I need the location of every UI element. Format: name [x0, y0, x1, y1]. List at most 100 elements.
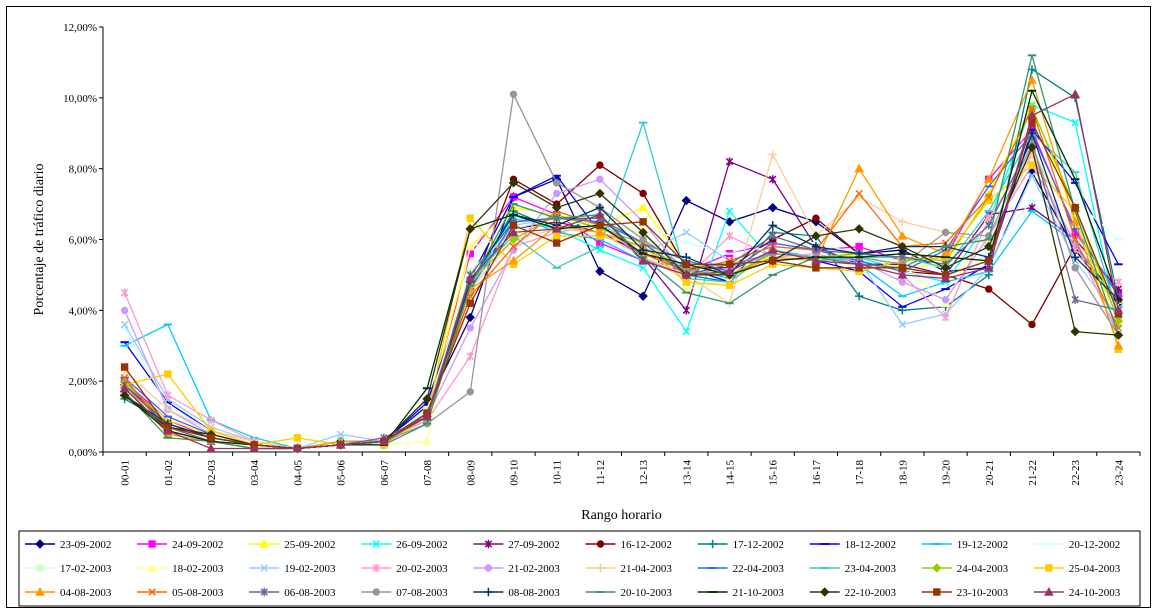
x-tick-label: 19-20 [941, 460, 953, 486]
legend-swatch-marker [259, 538, 270, 548]
data-point [120, 320, 129, 329]
legend-swatch-marker [260, 564, 268, 572]
y-tick-label: 8,00% [69, 164, 97, 176]
legend-label: 21-04-2003 [621, 563, 673, 575]
x-tick-label: 11-12 [595, 460, 607, 485]
data-point [509, 90, 518, 98]
series-line [124, 145, 1119, 450]
legend-swatch-marker [819, 587, 830, 597]
series-line [124, 160, 1119, 450]
data-point [768, 175, 777, 184]
data-point [552, 232, 561, 240]
data-point [984, 241, 994, 252]
legend-label: 08-08-2003 [508, 587, 560, 599]
data-point [379, 436, 389, 446]
series-07-08-2003 [120, 90, 1123, 453]
legend-swatch-marker [596, 540, 605, 548]
legend-label: 19-12-2002 [957, 539, 1008, 551]
series-19-12-2002 [120, 210, 1123, 450]
y-tick-label: 0,00% [69, 447, 97, 459]
series-05-08-2003 [120, 104, 1123, 453]
legend-item: 22-10-2003 [809, 587, 897, 599]
data-point [854, 259, 864, 268]
x-tick-label: 07-08 [422, 460, 434, 486]
data-point [120, 288, 129, 297]
legend-swatch-marker [372, 588, 380, 596]
data-point [725, 231, 734, 241]
data-point [163, 405, 173, 414]
x-tick-label: 05-06 [336, 460, 348, 486]
x-tick-label: 02-03 [206, 460, 218, 486]
series-line [124, 120, 1120, 450]
data-point [854, 224, 864, 234]
legend-label: 07-08-2003 [396, 587, 448, 599]
series-24-10-2003 [119, 89, 1124, 453]
data-point [164, 370, 172, 378]
data-point [811, 242, 821, 251]
data-point [768, 202, 778, 213]
data-point [336, 430, 345, 439]
legend-item: 24-04-2003 [921, 563, 1009, 575]
data-point [898, 217, 907, 226]
legend-swatch-marker [148, 540, 156, 548]
legend-box [18, 530, 1141, 607]
series-24-09-2002 [120, 126, 1123, 453]
legend-label: 24-10-2003 [1069, 587, 1121, 599]
legend-item: 23-10-2003 [921, 587, 1009, 599]
series-line [124, 92, 1119, 450]
legend-item: 19-02-2003 [249, 563, 336, 575]
legend-label: 17-12-2002 [733, 539, 784, 551]
data-point [724, 266, 735, 276]
data-point [120, 373, 129, 382]
legend-label: 26-09-2002 [396, 539, 447, 551]
data-point [682, 260, 691, 268]
x-tick-label: 21-22 [1027, 460, 1039, 486]
legend-label: 22-04-2003 [733, 563, 785, 575]
data-point [897, 241, 908, 252]
x-tick-label: 08-09 [465, 460, 477, 486]
data-point [596, 161, 604, 169]
legend-label: 21-02-2003 [508, 563, 560, 575]
y-tick-label: 2,00% [69, 376, 97, 388]
series-line [124, 164, 1119, 450]
series-line [124, 149, 1119, 450]
data-point [638, 227, 648, 238]
data-point [465, 241, 476, 251]
legend-label: 17-02-2003 [60, 563, 112, 575]
data-point [812, 264, 820, 272]
x-tick-label: 09-10 [508, 460, 520, 486]
data-point [207, 415, 215, 425]
legend-item: 21-04-2003 [585, 563, 673, 575]
data-point [1070, 89, 1081, 98]
series-line [124, 152, 1119, 450]
series-line [124, 132, 1119, 450]
data-point [897, 230, 908, 240]
series-26-09-2002 [120, 101, 1123, 453]
data-point [552, 239, 561, 247]
data-point [595, 266, 605, 277]
legend-label: 16-12-2002 [621, 539, 672, 551]
x-tick-label: 01-02 [163, 460, 175, 486]
data-point [1070, 253, 1080, 262]
data-point [767, 245, 778, 254]
legend-item: 04-08-2003 [25, 586, 112, 599]
data-point [292, 443, 303, 453]
legend-item: 08-08-2003 [473, 587, 560, 599]
legend-swatch-marker [484, 564, 493, 572]
data-point [207, 434, 215, 442]
legend-label: 24-04-2003 [957, 563, 1009, 575]
x-tick-label: 13-14 [681, 460, 693, 486]
data-point [422, 411, 432, 421]
legend-label: 21-10-2003 [733, 587, 785, 599]
legend-item: 19-12-2002 [921, 539, 1008, 551]
data-point [335, 439, 346, 449]
data-point [120, 306, 129, 315]
data-point [639, 235, 647, 244]
x-tick-label: 03-04 [249, 460, 261, 486]
data-point [1028, 320, 1036, 329]
series-27-09-2002 [120, 157, 1123, 453]
data-point [681, 195, 692, 206]
legend-item: 25-04-2003 [1033, 563, 1121, 575]
data-point [466, 352, 475, 361]
data-point [985, 285, 993, 293]
